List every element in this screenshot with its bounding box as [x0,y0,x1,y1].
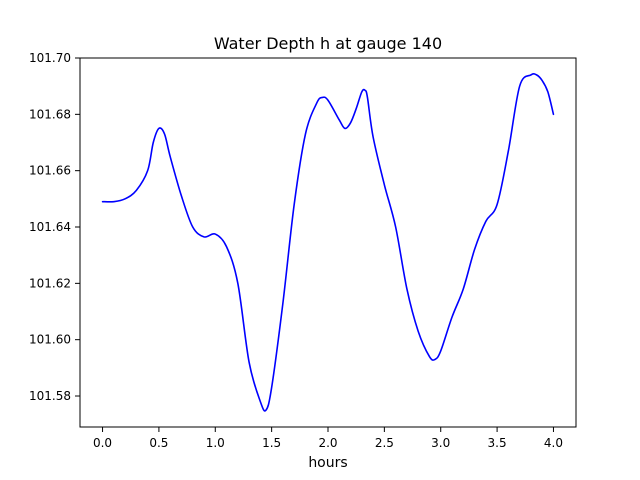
x-axis-label: hours [308,455,347,471]
x-tick-label: 1.5 [262,436,281,450]
y-tick-label: 101.66 [29,164,71,178]
x-tick-label: 4.0 [544,436,563,450]
y-tick-label: 101.70 [29,51,71,65]
y-tick-label: 101.62 [29,276,71,290]
x-tick-label: 0.5 [149,436,168,450]
series-layer [101,73,555,412]
axis-ticks: 0.0 0.5 1.0 1.5 2.0 2.5 3.0 3.5 4.0 101.58 101.60 1… [29,51,563,450]
y-tick-label: 101.58 [29,389,71,403]
y-tick-label: 101.64 [29,220,71,234]
x-tick-label: 2.0 [318,436,337,450]
chart-title: Water Depth h at gauge 140 [214,34,442,53]
y-tick-label: 101.60 [29,333,71,347]
y-tick-label: 101.68 [29,107,71,121]
x-tick-label: 3.5 [488,436,507,450]
plot-frame [79,57,577,428]
series-line-0 [101,73,555,412]
x-tick-label: 2.5 [375,436,394,450]
x-tick-label: 1.0 [206,436,225,450]
x-tick-label: 3.0 [431,436,450,450]
x-tick-label: 0.0 [93,436,112,450]
